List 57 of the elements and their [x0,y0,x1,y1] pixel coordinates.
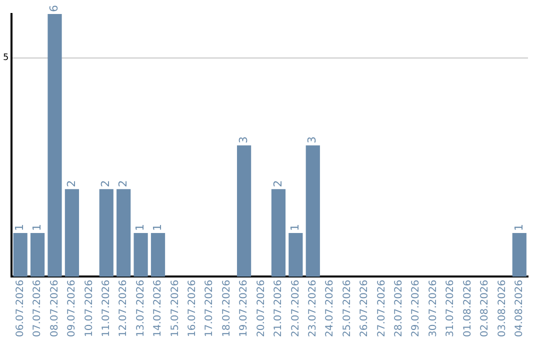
x-tick-label: 08.07.2026 [49,280,60,338]
x-tick-label: 29.07.2026 [410,280,422,338]
data-label: 2 [116,180,130,188]
x-tick-label: 31.07.2026 [445,280,456,338]
x-tick-label: 22.07.2026 [290,280,302,338]
data-label: 3 [236,136,250,144]
data-label: 1 [13,224,26,231]
data-label: 1 [150,224,164,231]
x-tick-label: 11.07.2026 [100,280,112,338]
x-tick-label: 20.07.2026 [256,280,267,338]
bar [64,189,80,277]
x-tick-label: 01.08.2026 [462,280,474,338]
x-tick-label: 28.07.2026 [394,280,405,338]
x-tick-label: 30.07.2026 [428,280,439,338]
y-tick-label: 5 [2,53,9,64]
x-tick-label: 12.07.2026 [118,280,130,338]
bar [134,232,148,277]
data-label: 2 [271,180,284,188]
data-label: 2 [64,180,78,188]
bar [512,232,526,277]
data-label: 1 [30,224,44,231]
x-tick-label: 21.07.2026 [273,280,284,338]
x-tick-label: 24.07.2026 [324,280,336,338]
bar [13,232,28,277]
x-tick-label: 26.07.2026 [359,280,370,338]
x-tick-label: 07.07.2026 [32,280,44,338]
bar [150,232,166,277]
x-tick-label: 02.08.2026 [480,280,491,338]
x-tick-label: 03.08.2026 [496,280,508,338]
x-tick-label: 13.07.2026 [135,280,146,338]
x-tick-label: 16.07.2026 [187,280,198,338]
bar [48,14,62,277]
x-tick-label: 18.07.2026 [221,280,232,338]
x-tick-label: 27.07.2026 [376,280,388,338]
data-label: 1 [512,224,526,231]
data-label: 6 [48,5,61,12]
x-tick-label: 25.07.2026 [342,280,353,338]
bar [99,189,114,277]
bar [30,232,45,277]
x-tick-label: 19.07.2026 [238,280,250,338]
bar [236,145,252,277]
x-tick-label: 09.07.2026 [66,280,78,338]
x-tick-label: 17.07.2026 [204,280,216,338]
bar [271,189,286,277]
x-tick-label: 06.07.2026 [14,280,26,338]
bar [116,189,131,277]
x-tick-label: 23.07.2026 [307,280,318,338]
bar [288,232,303,277]
x-tick-label: 04.08.2026 [514,280,525,338]
x-tick-label: 10.07.2026 [84,280,95,338]
data-label: 1 [134,224,147,231]
data-label: 1 [288,224,302,231]
bar [306,145,320,277]
x-tick-label: 15.07.2026 [170,280,181,338]
data-label: 3 [306,136,319,144]
x-tick-label: 14.07.2026 [152,280,164,338]
data-label: 2 [99,180,112,188]
